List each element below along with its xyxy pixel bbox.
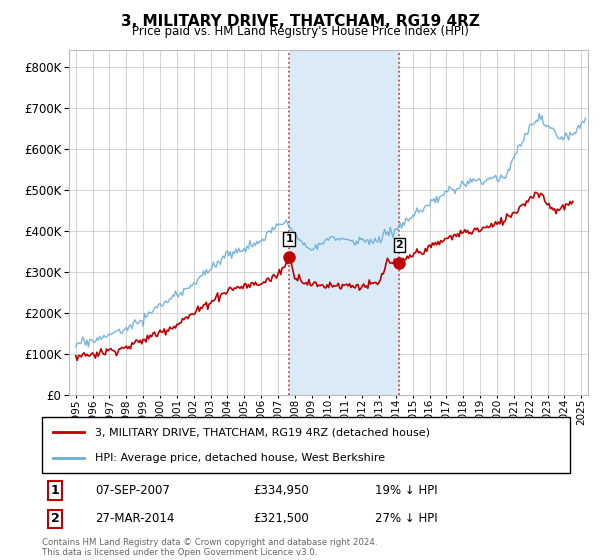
Text: 3, MILITARY DRIVE, THATCHAM, RG19 4RZ: 3, MILITARY DRIVE, THATCHAM, RG19 4RZ [121,14,479,29]
Text: 27% ↓ HPI: 27% ↓ HPI [374,512,437,525]
Text: 07-SEP-2007: 07-SEP-2007 [95,484,170,497]
Text: 27-MAR-2014: 27-MAR-2014 [95,512,174,525]
Text: 19% ↓ HPI: 19% ↓ HPI [374,484,437,497]
Text: Contains HM Land Registry data © Crown copyright and database right 2024.
This d: Contains HM Land Registry data © Crown c… [42,538,377,557]
Bar [289,50,400,395]
Text: 1: 1 [51,484,59,497]
Text: Price paid vs. HM Land Registry's House Price Index (HPI): Price paid vs. HM Land Registry's House … [131,25,469,38]
FancyBboxPatch shape [42,417,570,473]
Text: £321,500: £321,500 [253,512,309,525]
Text: 2: 2 [395,240,403,250]
Text: £334,950: £334,950 [253,484,309,497]
Text: 2: 2 [51,512,59,525]
Text: 1: 1 [286,234,293,244]
Text: HPI: Average price, detached house, West Berkshire: HPI: Average price, detached house, West… [95,453,385,463]
Text: 3, MILITARY DRIVE, THATCHAM, RG19 4RZ (detached house): 3, MILITARY DRIVE, THATCHAM, RG19 4RZ (d… [95,427,430,437]
